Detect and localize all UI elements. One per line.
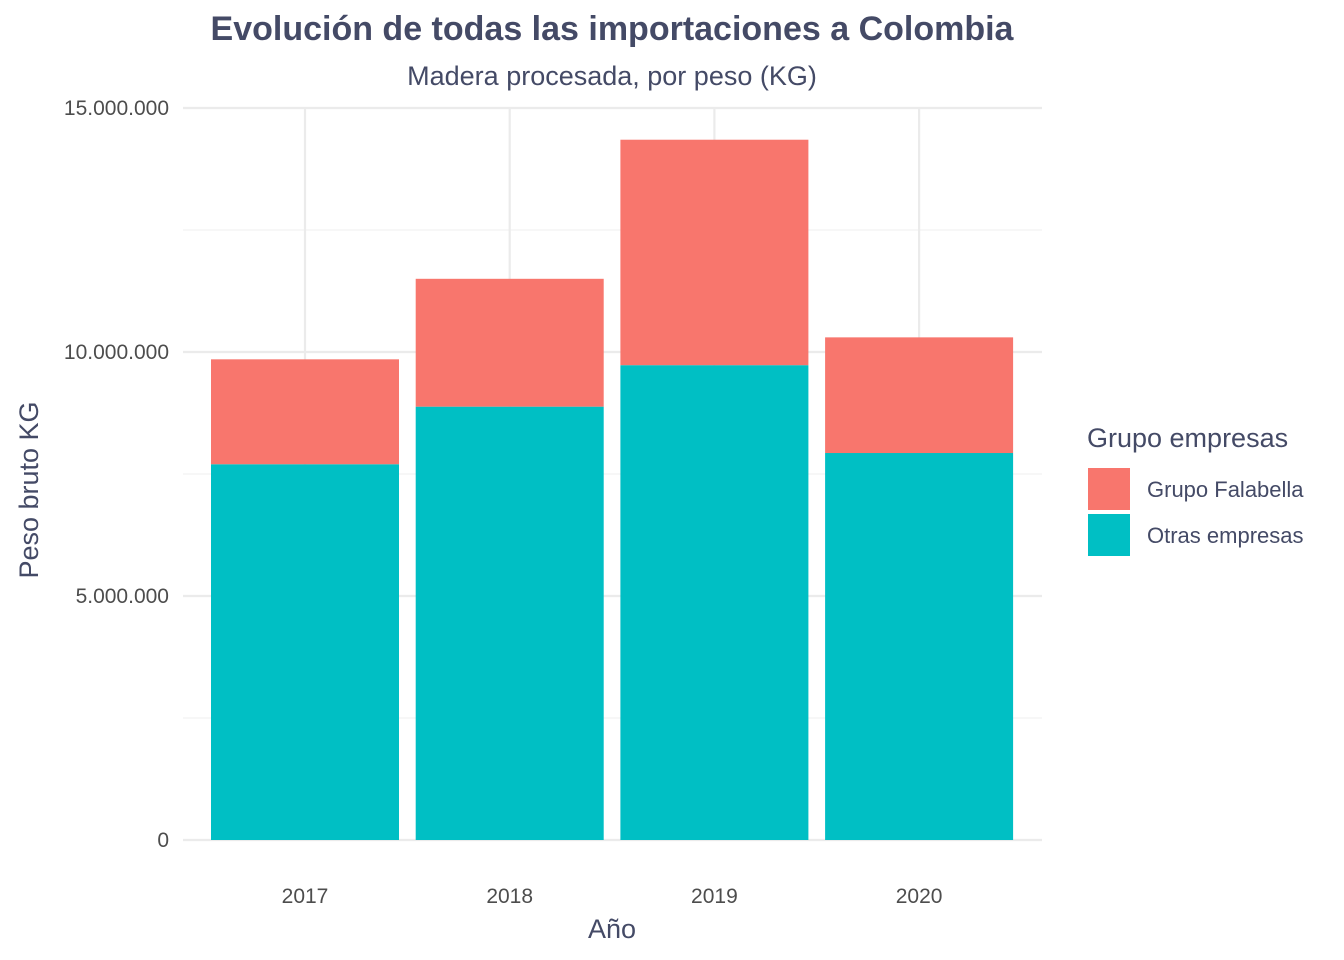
y-tick-label: 5.000.000 xyxy=(76,585,169,608)
y-tick-label: 0 xyxy=(157,829,169,852)
legend-swatch-grupo-falabella xyxy=(1088,468,1130,510)
legend-label-otras-empresas: Otras empresas xyxy=(1147,523,1304,548)
bar-2018-otras-empresas xyxy=(415,406,604,840)
bars xyxy=(211,139,1014,840)
legend-swatch-otras-empresas xyxy=(1088,514,1130,556)
bar-2017-otras-empresas xyxy=(211,464,399,840)
y-tick-label: 15.000.000 xyxy=(64,97,169,120)
x-axis-ticks: 2017 2018 2019 2020 xyxy=(282,885,943,908)
bar-2020-grupo-falabella xyxy=(825,337,1014,454)
x-tick-label: 2017 xyxy=(282,885,329,908)
x-tick-label: 2019 xyxy=(691,885,738,908)
y-axis-title: Peso bruto KG xyxy=(14,401,44,578)
legend-title: Grupo empresas xyxy=(1087,423,1288,453)
legend-label-grupo-falabella: Grupo Falabella xyxy=(1147,477,1304,502)
x-tick-label: 2020 xyxy=(896,885,943,908)
chart-title: Evolución de todas las importaciones a C… xyxy=(211,10,1015,48)
y-tick-label: 10.000.000 xyxy=(64,341,169,364)
x-axis-title: Año xyxy=(588,914,636,944)
bar-2018-grupo-falabella xyxy=(415,278,604,407)
x-tick-label: 2018 xyxy=(486,885,533,908)
bar-2017-grupo-falabella xyxy=(211,359,399,465)
bar-2019-grupo-falabella xyxy=(620,139,809,366)
legend: Grupo empresas Grupo Falabella Otras emp… xyxy=(1087,423,1304,556)
bar-2019-otras-empresas xyxy=(620,365,809,840)
y-axis-ticks: 0 5.000.000 10.000.000 15.000.000 xyxy=(64,97,169,852)
bar-2020-otras-empresas xyxy=(825,453,1014,840)
chart-subtitle: Madera procesada, por peso (KG) xyxy=(407,61,817,91)
